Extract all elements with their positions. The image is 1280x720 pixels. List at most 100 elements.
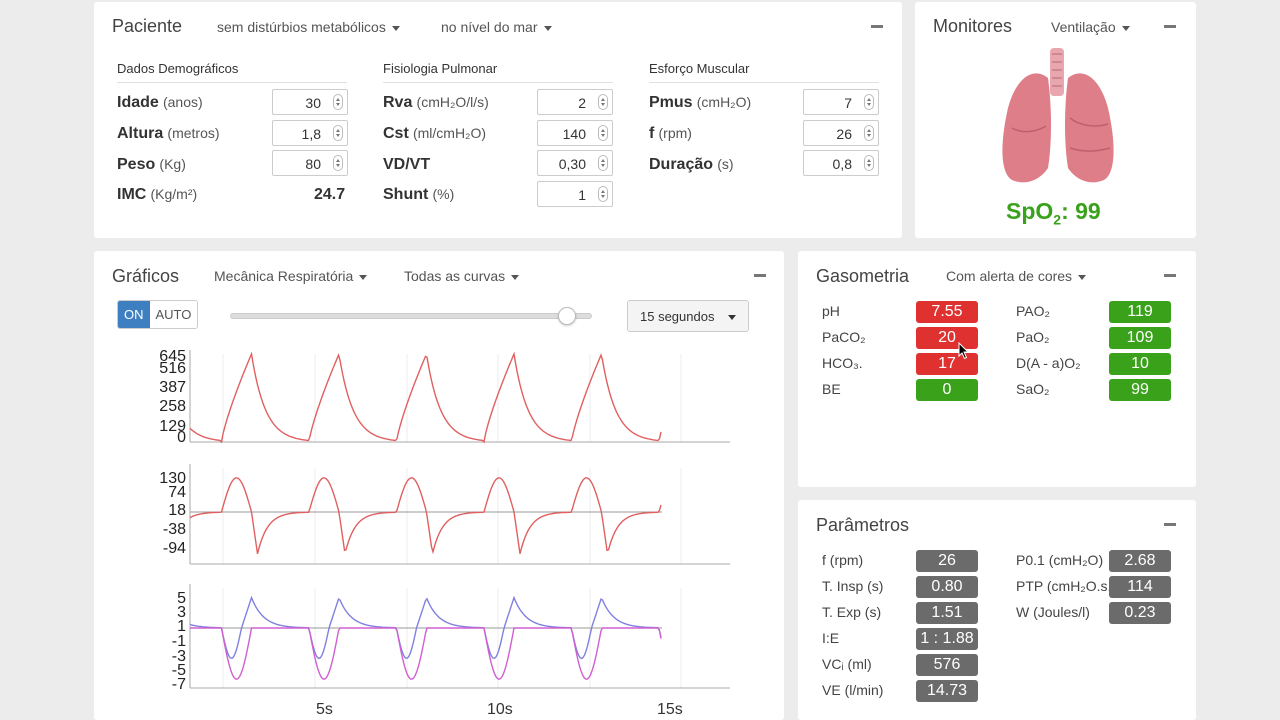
chart3-tick-label: 1 (177, 618, 186, 635)
pmus-input[interactable]: 7 (803, 89, 879, 115)
gaso-right-label: PAO₂ (1016, 303, 1050, 319)
peso-input[interactable]: 80 (272, 150, 348, 176)
collapse-gasometria-button[interactable] (1164, 274, 1176, 277)
f-label: f (rpm) (649, 125, 692, 142)
stepper-icon[interactable] (864, 125, 874, 141)
alerta-dropdown[interactable]: Com alerta de cores (946, 268, 1087, 284)
gaso-left-label: HCO₃. (822, 355, 863, 371)
stepper-icon[interactable] (864, 94, 874, 110)
altura-input[interactable]: 1,8 (272, 120, 348, 146)
metabolic-dropdown[interactable]: sem distúrbios metabólicos (217, 19, 400, 35)
rva-input[interactable]: 2 (537, 89, 613, 115)
gaso-right-label: SaO₂ (1016, 381, 1050, 397)
param-left-value-badge: 1 : 1.88 (916, 628, 978, 650)
metabolic-dropdown-label: sem distúrbios metabólicos (217, 19, 386, 35)
stepper-icon[interactable] (598, 155, 608, 171)
toggle-auto[interactable]: AUTO (149, 301, 198, 328)
param-right-value-badge: 114 (1109, 576, 1171, 598)
altitude-dropdown[interactable]: no nível do mar (441, 19, 552, 35)
chart3-tick-label: -5 (172, 662, 186, 679)
pmus-value: 7 (844, 95, 852, 111)
duracao-value: 0,8 (832, 156, 852, 172)
altura-value: 1,8 (301, 126, 321, 142)
f-input[interactable]: 26 (803, 120, 879, 146)
chevron-down-icon (391, 25, 400, 31)
param-left-value-badge: 1.51 (916, 602, 978, 624)
time-window-select[interactable]: 15 segundos (627, 300, 749, 332)
chart3-tick-label: -7 (172, 676, 186, 693)
time-slider-handle[interactable] (558, 307, 576, 325)
collapse-graficos-button[interactable] (754, 274, 766, 277)
cst-input[interactable]: 140 (537, 120, 613, 146)
rva-label: Rva (cmH₂O/l/s) (383, 94, 489, 111)
idade-input[interactable]: 30 (272, 89, 348, 115)
gaso-right-value-badge: 119 (1109, 301, 1171, 323)
cst-label: Cst (ml/cmH₂O) (383, 125, 487, 142)
peso-label: Peso (Kg) (117, 156, 186, 173)
chart2-tick-label: 18 (168, 502, 186, 519)
stepper-icon[interactable] (598, 94, 608, 110)
imc-label: IMC (Kg/m²) (117, 186, 198, 203)
time-slider-track[interactable] (230, 313, 592, 319)
chart2-tick-label: 130 (159, 470, 186, 487)
stepper-icon[interactable] (333, 155, 343, 171)
lungs-icon (1002, 48, 1114, 183)
stepper-icon[interactable] (598, 186, 608, 202)
stepper-icon[interactable] (333, 125, 343, 141)
gaso-right-label: D(A - a)O₂ (1016, 355, 1081, 371)
graficos-title: Gráficos (112, 266, 180, 286)
collapse-parametros-button[interactable] (1164, 523, 1176, 526)
gaso-left-label: pH (822, 303, 840, 319)
gaso-right-value-badge: 99 (1109, 379, 1171, 401)
x-tick-5s: 5s (316, 701, 333, 718)
chevron-down-icon (511, 274, 520, 280)
gaso-left-label: PaCO₂ (822, 329, 866, 345)
collapse-monitores-button[interactable] (1164, 25, 1176, 28)
stepper-icon[interactable] (333, 94, 343, 110)
chevron-down-icon (1121, 25, 1130, 31)
fisiologia-header: Fisiologia Pulmonar (383, 61, 613, 83)
stepper-icon[interactable] (598, 125, 608, 141)
duracao-input[interactable]: 0,8 (803, 150, 879, 176)
param-left-label: VE (l/min) (822, 682, 884, 698)
shunt-input[interactable]: 1 (537, 181, 613, 207)
monitores-panel (915, 2, 1196, 238)
gaso-left-value-badge: 17 (916, 353, 978, 375)
pmus-label: Pmus (cmH₂O) (649, 94, 752, 111)
chart3-tick-label: 3 (177, 604, 186, 621)
flow-curve (189, 477, 662, 555)
param-left-value-badge: 14.73 (916, 680, 978, 702)
toggle-on[interactable]: ON (118, 301, 150, 328)
volume-curve-blue (189, 595, 662, 660)
idade-label: Idade (anos) (117, 94, 203, 111)
pressure-curve (189, 351, 662, 444)
shunt-value: 1 (578, 187, 586, 203)
chart2-tick-label: -38 (163, 521, 186, 538)
chart3-tick-label: 5 (177, 590, 186, 607)
on-auto-toggle[interactable]: ON AUTO (117, 300, 199, 329)
parametros-title: Parâmetros (816, 515, 910, 535)
param-left-label: f (rpm) (822, 552, 864, 568)
param-left-label: T. Insp (s) (822, 578, 884, 594)
chevron-down-icon (1078, 274, 1087, 280)
curvas-dropdown[interactable]: Todas as curvas (404, 268, 520, 284)
ventilacao-dropdown-label: Ventilação (1051, 19, 1116, 35)
rva-value: 2 (578, 95, 586, 111)
volume-curve-magenta (190, 627, 662, 680)
time-window-label: 15 segundos (640, 309, 715, 324)
vdvt-input[interactable]: 0,30 (537, 150, 613, 176)
collapse-paciente-button[interactable] (871, 25, 883, 28)
demograficos-header: Dados Demográficos (117, 61, 347, 83)
curvas-dropdown-label: Todas as curvas (404, 268, 506, 284)
spo2-readout: SpO2: 99 (1006, 198, 1101, 228)
ventilacao-dropdown[interactable]: Ventilação (1051, 19, 1130, 35)
esforco-header: Esforço Muscular (649, 61, 879, 83)
gaso-right-label: PaO₂ (1016, 329, 1050, 345)
chart2-tick-label: 74 (168, 484, 186, 501)
mecanica-dropdown[interactable]: Mecânica Respiratória (214, 268, 368, 284)
altitude-dropdown-label: no nível do mar (441, 19, 538, 35)
param-right-label: W (Joules/l) (1016, 604, 1090, 620)
gaso-right-value-badge: 10 (1109, 353, 1171, 375)
stepper-icon[interactable] (864, 155, 874, 171)
